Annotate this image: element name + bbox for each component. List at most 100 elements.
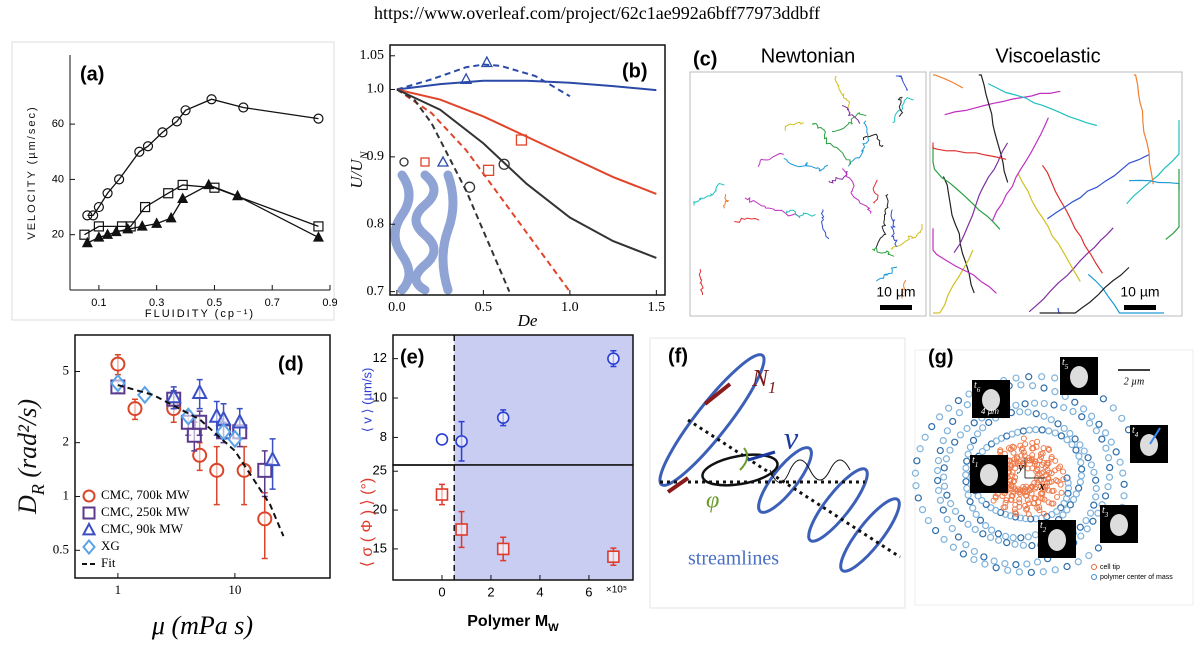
polymer-point	[1076, 523, 1084, 531]
polymer-point	[1109, 404, 1117, 412]
polymer-point	[1083, 525, 1091, 533]
cell-tip-point	[1046, 446, 1053, 453]
polymer-point	[1051, 388, 1059, 396]
marker	[151, 217, 163, 228]
marker	[163, 188, 174, 199]
legend-marker	[82, 506, 96, 520]
polymer-point	[970, 555, 978, 564]
chart: 8 10 12 ⟨ v ⟩ (µm/s) (e)	[359, 334, 634, 466]
marker	[93, 221, 104, 232]
trajectory	[842, 167, 872, 214]
y-tick-label: 0.9	[367, 149, 385, 164]
caption: streamlines	[688, 548, 779, 570]
polymer-point	[1004, 566, 1012, 574]
x-axis-label: Polymer MW	[467, 613, 559, 634]
panel-label: (g)	[928, 346, 954, 368]
polymer-point	[1077, 458, 1085, 467]
polymer-point	[924, 516, 932, 525]
y-axis-label: VELOCITY (µm/sec)	[26, 105, 38, 239]
series-line	[117, 384, 285, 537]
polymer-point	[1063, 506, 1071, 514]
cell-tip-point	[1022, 441, 1029, 448]
polymer-point	[1116, 458, 1124, 466]
y-tick-label: 10	[373, 389, 387, 404]
polymer-point	[1012, 560, 1020, 569]
polymer-point	[932, 526, 940, 535]
cell-tip-point	[1045, 487, 1052, 494]
panel-title: Viscoelastic	[995, 45, 1100, 67]
legend-marker	[82, 489, 96, 503]
x-tick-label: 4	[536, 584, 543, 599]
marker	[171, 116, 182, 127]
marker	[140, 201, 151, 213]
polymer-point	[1016, 408, 1024, 416]
marker	[165, 211, 177, 223]
polymer-point	[1101, 429, 1110, 437]
trajectory	[757, 152, 784, 167]
polymer-point	[1085, 419, 1094, 427]
polymer-point	[1092, 427, 1100, 435]
text-part: t	[974, 380, 977, 391]
polymer-point	[1017, 534, 1025, 542]
cell-tip-point	[1054, 478, 1061, 485]
subscript: 1	[768, 378, 776, 397]
polymer-point	[1120, 480, 1128, 488]
polymer-point	[1069, 407, 1077, 416]
polymer-point	[1064, 479, 1072, 487]
cell-tip-point	[1021, 486, 1028, 493]
polymer-point	[962, 478, 970, 486]
trajectory	[892, 96, 914, 124]
polymer-point	[1075, 484, 1083, 492]
marker	[463, 181, 476, 193]
polymer-point	[1085, 551, 1093, 560]
time-label: t6	[974, 380, 981, 393]
polymer-point	[1025, 426, 1034, 434]
marker	[607, 550, 620, 563]
trajectory	[722, 194, 730, 209]
cell-tip-point	[1029, 465, 1036, 472]
polymer-point	[979, 530, 987, 538]
marker	[88, 210, 99, 221]
polymer-point	[1040, 399, 1048, 408]
polymer-point	[994, 530, 1002, 538]
time-label: t2	[1040, 520, 1047, 533]
cell-image	[1048, 529, 1066, 551]
marker	[313, 221, 324, 232]
marker	[257, 511, 273, 527]
polymer-point	[1104, 454, 1113, 462]
polymer-point	[1092, 484, 1100, 493]
trajectory	[897, 96, 904, 117]
polymer-point	[987, 504, 995, 512]
cell-tip-point	[1010, 489, 1017, 496]
polymer-point	[981, 560, 989, 568]
trajectory	[1039, 266, 1130, 314]
polymer-point	[1015, 568, 1024, 576]
cell-tip-point	[1011, 478, 1018, 485]
subscript: 5	[1065, 363, 1069, 371]
polymer-point	[939, 436, 947, 445]
cell-tip-point	[1042, 471, 1049, 478]
x-tick-label: 1	[115, 582, 122, 597]
x-multiplier: ×10⁵	[606, 585, 627, 596]
x-tick-label: 0.9	[322, 297, 337, 309]
polymer-point	[1023, 560, 1031, 568]
scale-bar-label: 2 µm	[1124, 376, 1144, 387]
cell-tip-point	[1007, 482, 1014, 489]
x-tick-label: 0.0	[388, 300, 406, 315]
polymer-point	[964, 520, 972, 528]
marker	[110, 225, 122, 237]
polymer-point	[1071, 435, 1079, 443]
marker	[209, 462, 225, 478]
cell-tip-point	[1034, 504, 1041, 511]
trajectory	[848, 120, 870, 167]
polymer-point	[940, 473, 948, 481]
marker	[498, 158, 510, 170]
trajectory	[820, 209, 830, 240]
polymer-point	[1077, 465, 1086, 473]
polymer-point	[934, 486, 943, 495]
polymer-point	[1027, 568, 1035, 577]
trajectory	[1028, 227, 1114, 313]
polymer-point	[1090, 501, 1098, 509]
panel-label: (b)	[622, 60, 648, 82]
polymer-point	[914, 494, 922, 502]
